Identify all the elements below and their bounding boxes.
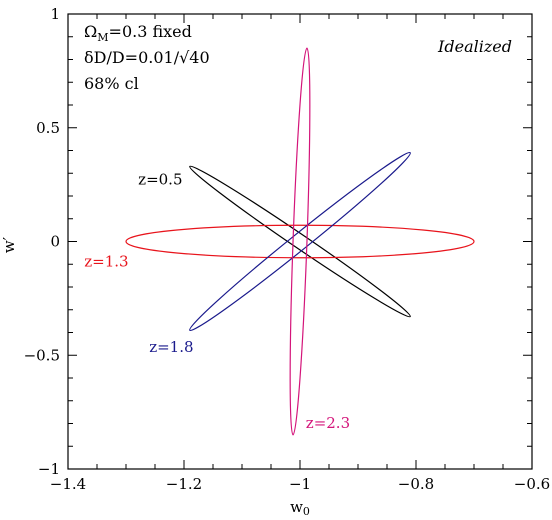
x-tick-label: −1.2 bbox=[166, 475, 202, 493]
contour-ellipse-z05 bbox=[189, 165, 411, 318]
y-tick-label: 0.5 bbox=[36, 119, 60, 137]
series-label-z23: z=2.3 bbox=[306, 414, 350, 432]
contour-ellipse-z13 bbox=[125, 224, 475, 259]
series-label-z18: z=1.8 bbox=[149, 338, 193, 356]
y-tick-label: 0 bbox=[50, 233, 60, 251]
annotation-omega-subscript: M bbox=[97, 31, 108, 44]
annotation-idealized: Idealized bbox=[437, 37, 512, 56]
x-axis-title-sub: 0 bbox=[303, 505, 310, 518]
x-tick-label: −1 bbox=[289, 475, 311, 493]
x-tick-label: −1.4 bbox=[50, 475, 86, 493]
x-axis-title-main: w bbox=[290, 498, 303, 516]
y-tick-label: 1 bbox=[50, 5, 60, 23]
annotation-precision: δD/D=0.01/√40 bbox=[84, 48, 210, 67]
y-tick-label: −1 bbox=[38, 460, 60, 478]
y-tick-label: −0.5 bbox=[24, 346, 60, 364]
annotation-omega: ΩM=0.3 fixed bbox=[84, 22, 192, 44]
contour-ellipse-z18 bbox=[189, 151, 411, 332]
annotation-omega-rest: =0.3 fixed bbox=[109, 22, 192, 41]
annotation-confidence: 68% cl bbox=[84, 74, 139, 93]
y-axis-title: w′ bbox=[0, 236, 18, 253]
annotation-omega-symbol: Ω bbox=[84, 22, 97, 41]
x-tick-label: −0.6 bbox=[514, 475, 550, 493]
x-axis-title: w0 bbox=[290, 498, 310, 518]
x-tick-label: −0.8 bbox=[398, 475, 434, 493]
contour-ellipse-z23 bbox=[289, 47, 311, 436]
series-label-z13: z=1.3 bbox=[84, 253, 128, 271]
series-label-z05: z=0.5 bbox=[138, 171, 182, 189]
